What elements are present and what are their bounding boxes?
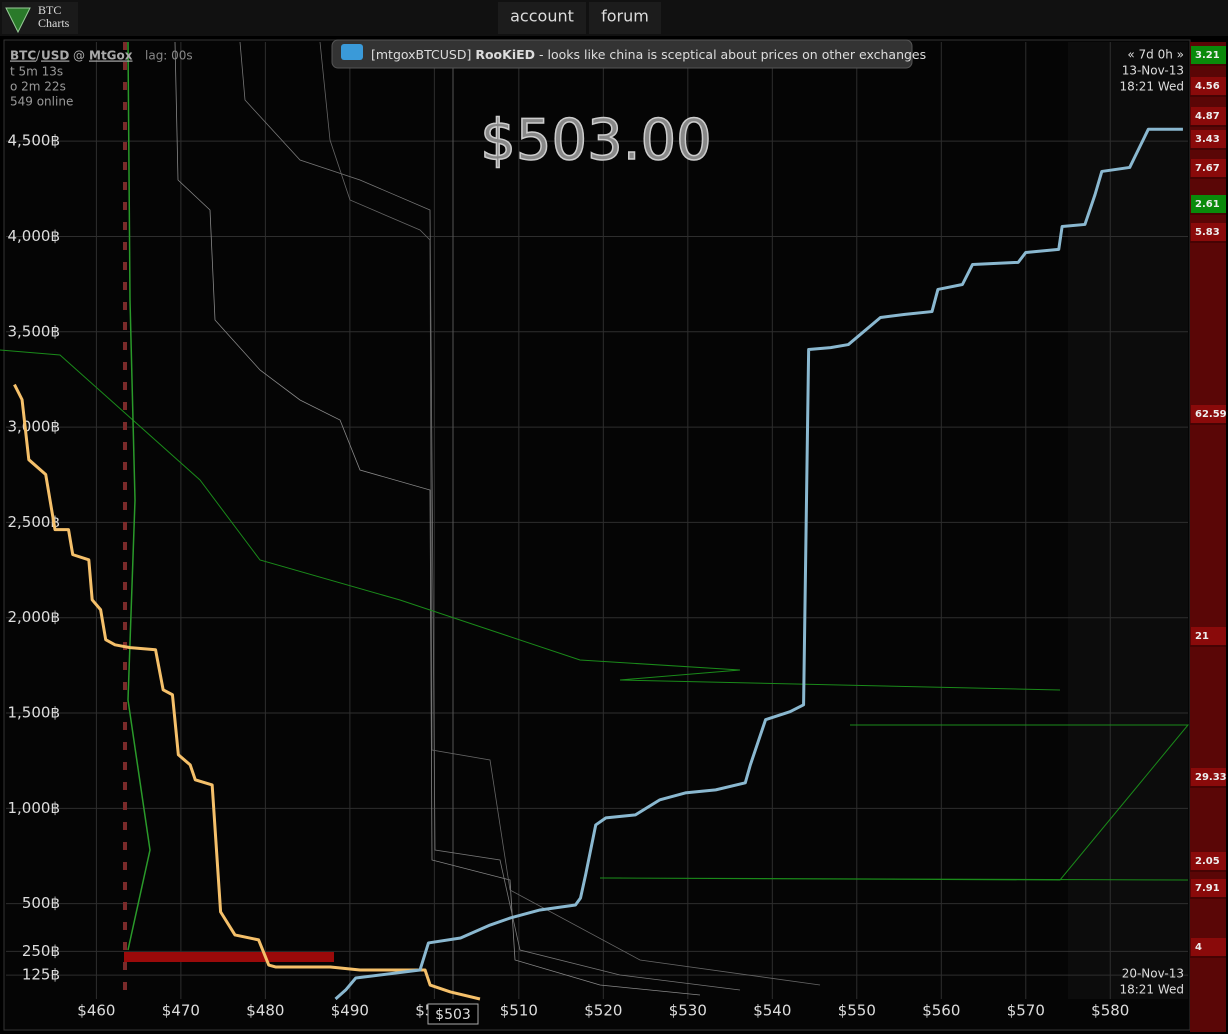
sidebar-cell (1191, 938, 1226, 956)
x-tick-label: $490 (331, 1002, 369, 1020)
y-tick-label: 1,500฿ (8, 704, 61, 722)
sidebar-cell (1191, 195, 1226, 213)
sidebar-cell (1191, 768, 1226, 786)
x-tick-label: $460 (77, 1002, 115, 1020)
sidebar-value: 29.33 (1195, 772, 1227, 783)
sidebar-cell (1191, 77, 1226, 95)
history-line (319, 41, 821, 986)
sidebar-value: 7.91 (1195, 883, 1220, 894)
logo-text: BTC (38, 3, 61, 17)
sidebar-cell (1191, 46, 1226, 64)
sidebar-cell (1191, 107, 1226, 125)
range-end-time: 18:21 Wed (1119, 983, 1184, 997)
grid (6, 42, 1188, 999)
chat-message: - looks like china is sceptical about pr… (539, 47, 926, 62)
sidebar-cell (1191, 159, 1226, 177)
pair-sep: / (36, 49, 41, 63)
sidebar-value: 3.21 (1195, 50, 1220, 61)
chat-icon[interactable] (341, 44, 363, 60)
last-price: $503.00 (480, 108, 712, 173)
sidebar-value: 4.56 (1195, 81, 1220, 92)
x-tick-label: $510 (500, 1002, 538, 1020)
sidebar-cell (1191, 852, 1226, 870)
sidebar-value: 7.67 (1195, 163, 1220, 174)
cursor-box (427, 1003, 479, 1025)
sidebar-values: 3.21 4.56 4.87 3.43 7.67 2.61 5.83 62.59 21 29.33… (1190, 46, 1227, 958)
x-tick-label: $560 (922, 1002, 960, 1020)
sidebar-cell (1191, 627, 1226, 645)
info-line: o 2m 22s (10, 80, 66, 94)
x-tick-label: $480 (246, 1002, 284, 1020)
y-tick-label: 4,500฿ (8, 132, 61, 150)
exchange[interactable]: MtGox (89, 49, 133, 63)
x-tick-label: $580 (1091, 1002, 1129, 1020)
x-tick-label: $570 (1007, 1002, 1045, 1020)
volume-curve (127, 41, 151, 951)
nav-link[interactable]: forum (601, 7, 649, 26)
sidebar-cell (1191, 879, 1226, 897)
info-line: 549 online (10, 95, 73, 109)
nav-button[interactable] (498, 2, 586, 34)
depth-line (334, 127, 1183, 1001)
range-end-date: 20-Nov-13 (1122, 967, 1184, 981)
nav-button[interactable] (589, 2, 661, 34)
sidebar-cell (1191, 130, 1226, 148)
y-tick-label: 2,500฿ (8, 513, 61, 531)
plot: $460$470$480$490$500$510$520$530$540$550… (8, 127, 1183, 1020)
shade (1068, 42, 1188, 999)
history-line (239, 41, 741, 991)
x-tick-label: $470 (162, 1002, 200, 1020)
pair-at: @ (73, 49, 85, 63)
info-line: t 5m 13s (10, 65, 63, 79)
sidebar-value: 4 (1195, 942, 1202, 953)
sidebar-value: 62.59 (1195, 409, 1227, 420)
nav-link[interactable]: account (510, 7, 574, 26)
logo-text: Charts (38, 16, 70, 30)
y-tick-label: 3,500฿ (8, 322, 61, 340)
chat-user: RooKiED (475, 47, 535, 62)
x-tick-label: $520 (584, 1002, 622, 1020)
range-start-date: 13-Nov-13 (1122, 64, 1184, 78)
logo-icon (5, 7, 31, 34)
volume-profile (0, 349, 1061, 691)
history-line (174, 41, 701, 996)
sidebar-cell (1191, 405, 1226, 423)
chat-channel: [mtgoxBTCUSD] (371, 47, 471, 62)
chat-text: [mtgoxBTCUSD] RooKiED - looks like china… (371, 47, 926, 62)
sidebar-value: 4.87 (1195, 111, 1220, 122)
sidebar-value: 2.61 (1195, 199, 1220, 210)
sidebar-value: 5.83 (1195, 227, 1220, 238)
y-tick-label: 500฿ (22, 894, 60, 912)
x-tick-label: $550 (838, 1002, 876, 1020)
range-start-time: 18:21 Wed (1119, 80, 1184, 94)
sidebar-value: 2.05 (1195, 856, 1220, 867)
sidebar-value: 21 (1195, 631, 1209, 642)
volume-profile (599, 724, 1190, 881)
decoration (0, 41, 1190, 999)
pair-quote[interactable]: USD (41, 49, 69, 63)
sidebar-cell (1191, 223, 1226, 241)
cursor-label: $503 (435, 1007, 471, 1023)
volume-bar (124, 952, 334, 962)
x-tick-label: $540 (753, 1002, 791, 1020)
sidebar-value: 3.43 (1195, 134, 1220, 145)
y-tick-label: 4,000฿ (8, 227, 61, 245)
pair-base[interactable]: BTC (10, 49, 36, 63)
chat-box (331, 39, 913, 69)
lag: lag: 00s (145, 49, 193, 63)
chart-frame (3, 39, 1191, 1031)
y-tick-label: 125฿ (22, 966, 60, 984)
range-span[interactable]: « 7d 0h » (1127, 48, 1184, 62)
y-tick-label: 250฿ (22, 942, 60, 960)
y-tick-label: 2,000฿ (8, 608, 61, 626)
depth-line (13, 383, 481, 1001)
y-tick-label: 3,000฿ (8, 418, 61, 436)
y-tick-label: 1,000฿ (8, 799, 61, 817)
x-tick-label: $530 (669, 1002, 707, 1020)
